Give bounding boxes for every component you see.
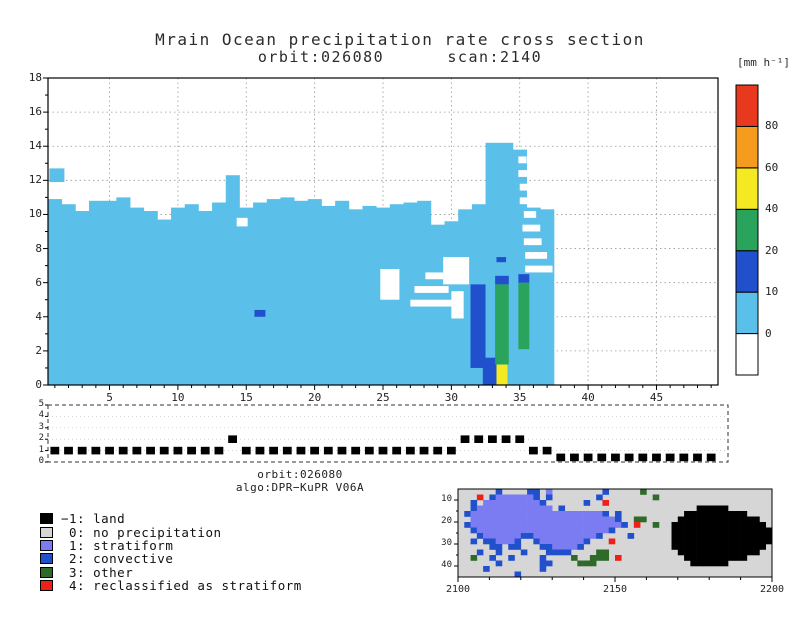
legend-swatch-no-precipitation xyxy=(40,526,53,538)
chart-title: Mrain Ocean precipitation rate cross sec… xyxy=(155,30,645,49)
y-axis-tick-label: 12 xyxy=(28,173,42,187)
y-axis-tick-label: 2 xyxy=(35,343,42,357)
y-axis-tick-label: 18 xyxy=(28,71,42,84)
chart-subtitle: orbit:026080 scan:2140 xyxy=(257,48,543,66)
colorbar-tick-label: 0 xyxy=(765,326,772,340)
y-axis-tick-label: 10 xyxy=(28,207,42,221)
legend-label: 0: no precipitation xyxy=(61,524,222,540)
x-axis-tick-label: 25 xyxy=(376,391,390,404)
colorbar xyxy=(735,84,759,376)
classification-legend: −1: land 0: no precipitation 1: stratifo… xyxy=(40,511,302,594)
legend-swatch-reclassified xyxy=(40,580,53,592)
legend-item-no-precipitation: 0: no precipitation xyxy=(40,524,302,540)
map-y-tick-label: 40 xyxy=(441,560,452,570)
legend-swatch-other xyxy=(40,566,53,578)
legend-label: −1: land xyxy=(61,511,126,527)
colorbar-tick-label: 10 xyxy=(765,285,779,299)
strip-tick-label: 3 xyxy=(38,421,44,432)
map-y-tick-label: 10 xyxy=(441,494,452,504)
classification-map xyxy=(454,488,773,582)
strip-tick-label: 2 xyxy=(38,433,44,444)
x-axis-tick-label: 35 xyxy=(513,391,527,404)
annotation-orbit: orbit:026080 xyxy=(257,468,343,481)
colorbar-tick-label: 60 xyxy=(765,160,779,174)
x-axis-tick-label: 40 xyxy=(581,391,595,404)
rain-type-strip xyxy=(45,404,729,463)
y-axis-tick-label: 4 xyxy=(35,309,42,323)
y-axis-tick-label: 14 xyxy=(28,139,42,153)
strip-tick-label: 1 xyxy=(38,444,44,455)
map-y-tick-label: 30 xyxy=(441,538,452,548)
strip-tick-label: 5 xyxy=(38,399,44,409)
cross-section-plot xyxy=(43,77,719,390)
colorbar-tick-label: 80 xyxy=(765,119,779,133)
y-axis-tick-label: 6 xyxy=(35,275,42,289)
strip-tick-label: 4 xyxy=(38,410,44,421)
strip-tick-label: 0 xyxy=(38,456,44,466)
colorbar-tick-label: 40 xyxy=(765,202,779,216)
x-axis-tick-label: 15 xyxy=(239,391,253,404)
legend-label: 2: convective xyxy=(61,551,174,567)
map-x-tick-label: 2200 xyxy=(759,584,785,595)
y-axis-tick-label: 8 xyxy=(35,241,42,255)
x-axis-tick-label: 20 xyxy=(308,391,322,404)
colorbar-unit-label: [mm h⁻¹] xyxy=(737,56,790,69)
legend-swatch-land xyxy=(40,513,53,525)
legend-item-stratiform: 1: stratiform xyxy=(40,537,302,553)
legend-item-other: 3: other xyxy=(40,564,302,580)
x-axis-tick-label: 5 xyxy=(106,391,113,404)
y-axis-tick-label: 16 xyxy=(28,105,42,119)
annotation-algo: algo:DPR−KuPR V06A xyxy=(235,481,365,494)
legend-label: 1: stratiform xyxy=(61,537,174,553)
x-axis-tick-label: 45 xyxy=(649,391,664,404)
legend-swatch-convective xyxy=(40,553,53,565)
legend-item-land: −1: land xyxy=(40,511,302,527)
legend-label: 4: reclassified as stratiform xyxy=(61,578,302,594)
y-axis-tick-label: 0 xyxy=(35,378,42,391)
legend-item-convective: 2: convective xyxy=(40,551,302,567)
legend-item-reclassified: 4: reclassified as stratiform xyxy=(40,578,302,594)
map-y-tick-label: 20 xyxy=(441,516,452,526)
colorbar-tick-label: 20 xyxy=(765,243,779,257)
legend-label: 3: other xyxy=(61,564,134,580)
map-x-tick-label: 2100 xyxy=(445,584,471,595)
map-x-tick-label: 2150 xyxy=(602,584,628,595)
legend-swatch-stratiform xyxy=(40,539,53,551)
x-axis-tick-label: 10 xyxy=(171,391,185,404)
x-axis-tick-label: 30 xyxy=(444,391,458,404)
